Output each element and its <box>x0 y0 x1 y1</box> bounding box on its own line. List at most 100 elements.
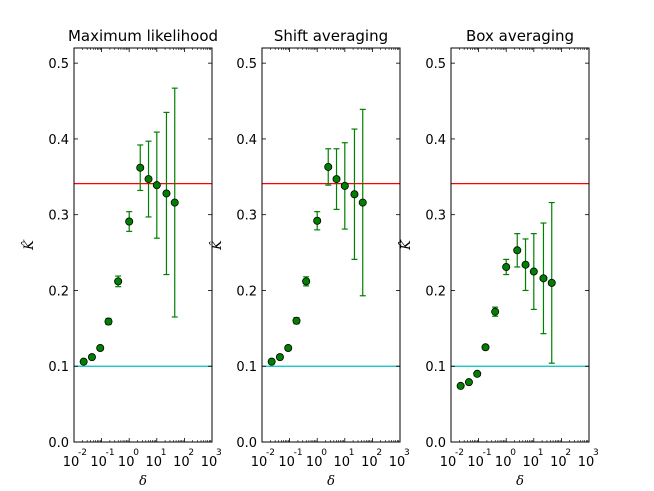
y-tick-label: 0.1 <box>236 360 257 375</box>
x-tick-label: 10 <box>550 455 567 470</box>
x-tick-label: 10 <box>118 455 135 470</box>
x-tick-exponent: 1 <box>349 448 355 458</box>
data-point <box>125 217 134 226</box>
data-point <box>152 181 161 190</box>
y-tick-label: 0.0 <box>425 436 446 451</box>
x-tick-label: 10 <box>173 455 190 470</box>
plot-frame <box>73 47 213 443</box>
x-tick-label: 10 <box>361 455 378 470</box>
data-point <box>96 344 105 353</box>
x-tick-label: 10 <box>389 455 406 470</box>
y-axis-label: K̂ <box>209 239 225 251</box>
y-tick-label: 0.0 <box>236 436 257 451</box>
x-tick-exponent: -2 <box>455 448 464 458</box>
data-point <box>275 353 284 362</box>
data-point <box>332 175 341 184</box>
y-tick-label: 0.5 <box>48 57 69 72</box>
y-tick-label: 0.5 <box>425 57 446 72</box>
y-tick-label: 0.2 <box>236 284 257 299</box>
data-point <box>340 181 349 190</box>
data-point <box>502 262 511 271</box>
y-axis-label: K̂ <box>21 239 37 251</box>
x-tick-exponent: 2 <box>188 448 194 458</box>
data-point <box>350 190 359 199</box>
y-tick-label: 0.0 <box>48 436 69 451</box>
x-tick-exponent: -2 <box>78 448 87 458</box>
panel-1: Maximum likelihood0.00.10.20.30.40.510-2… <box>21 27 222 489</box>
x-tick-exponent: 3 <box>216 448 222 458</box>
x-tick-label: 10 <box>523 455 540 470</box>
y-tick-label: 0.3 <box>48 209 69 224</box>
panel-title: Shift averaging <box>274 27 388 45</box>
y-tick-label: 0.4 <box>425 133 446 148</box>
x-tick-label: 10 <box>146 455 163 470</box>
panel-title: Maximum likelihood <box>68 27 218 45</box>
panel-title: Box averaging <box>466 27 574 45</box>
y-tick-label: 0.3 <box>236 209 257 224</box>
data-point <box>170 198 179 207</box>
data-point <box>104 317 113 326</box>
x-axis-label: δ <box>327 474 335 489</box>
panel-2: Shift averaging0.00.10.20.30.40.510-210-… <box>209 27 410 489</box>
y-tick-label: 0.2 <box>425 284 446 299</box>
data-point <box>302 277 311 286</box>
data-point <box>162 189 171 198</box>
panel-3: Box averaging0.00.10.20.30.40.510-210-11… <box>398 27 599 489</box>
data-point <box>313 216 322 225</box>
x-tick-label: 10 <box>578 455 595 470</box>
y-tick-label: 0.5 <box>236 57 257 72</box>
data-point <box>481 343 490 352</box>
x-axis-label: δ <box>516 474 524 489</box>
data-point <box>547 278 556 287</box>
x-tick-label: 10 <box>90 455 107 470</box>
data-point <box>464 378 473 387</box>
x-tick-label: 10 <box>251 455 268 470</box>
y-axis-label: K̂ <box>398 239 414 251</box>
data-point <box>79 357 88 366</box>
x-tick-label: 10 <box>467 455 484 470</box>
x-tick-exponent: -1 <box>294 448 303 458</box>
x-tick-label: 10 <box>201 455 218 470</box>
data-point <box>539 274 548 283</box>
panels: Maximum likelihood0.00.10.20.30.40.510-2… <box>21 27 599 489</box>
data-point <box>358 198 367 207</box>
data-point <box>473 369 482 378</box>
x-tick-label: 10 <box>63 455 80 470</box>
x-tick-exponent: 1 <box>161 448 167 458</box>
data-point <box>529 267 538 276</box>
data-point <box>267 357 276 366</box>
data-point <box>456 381 465 390</box>
x-tick-exponent: 0 <box>133 448 139 458</box>
y-tick-label: 0.4 <box>48 133 69 148</box>
x-tick-label: 10 <box>278 455 295 470</box>
plot-frame <box>450 47 590 443</box>
x-tick-exponent: 3 <box>593 448 599 458</box>
x-tick-exponent: 0 <box>321 448 327 458</box>
data-point <box>144 175 153 184</box>
data-point <box>491 307 500 316</box>
data-point <box>324 162 333 171</box>
x-tick-exponent: 2 <box>565 448 571 458</box>
y-tick-label: 0.2 <box>48 284 69 299</box>
y-tick-label: 0.3 <box>425 209 446 224</box>
x-tick-label: 10 <box>440 455 457 470</box>
y-tick-label: 0.1 <box>425 360 446 375</box>
data-point <box>521 260 530 269</box>
data-point <box>284 344 293 353</box>
x-tick-label: 10 <box>334 455 351 470</box>
x-tick-exponent: 2 <box>376 448 382 458</box>
x-tick-label: 10 <box>306 455 323 470</box>
data-point <box>292 316 301 325</box>
x-tick-exponent: -1 <box>483 448 492 458</box>
plot-frame <box>261 47 401 443</box>
data-point <box>114 277 123 286</box>
y-tick-label: 0.1 <box>48 360 69 375</box>
x-tick-exponent: 0 <box>510 448 516 458</box>
x-tick-exponent: -2 <box>266 448 275 458</box>
x-axis-label: δ <box>139 474 147 489</box>
data-point <box>513 246 522 255</box>
x-tick-label: 10 <box>495 455 512 470</box>
x-tick-exponent: 1 <box>538 448 544 458</box>
